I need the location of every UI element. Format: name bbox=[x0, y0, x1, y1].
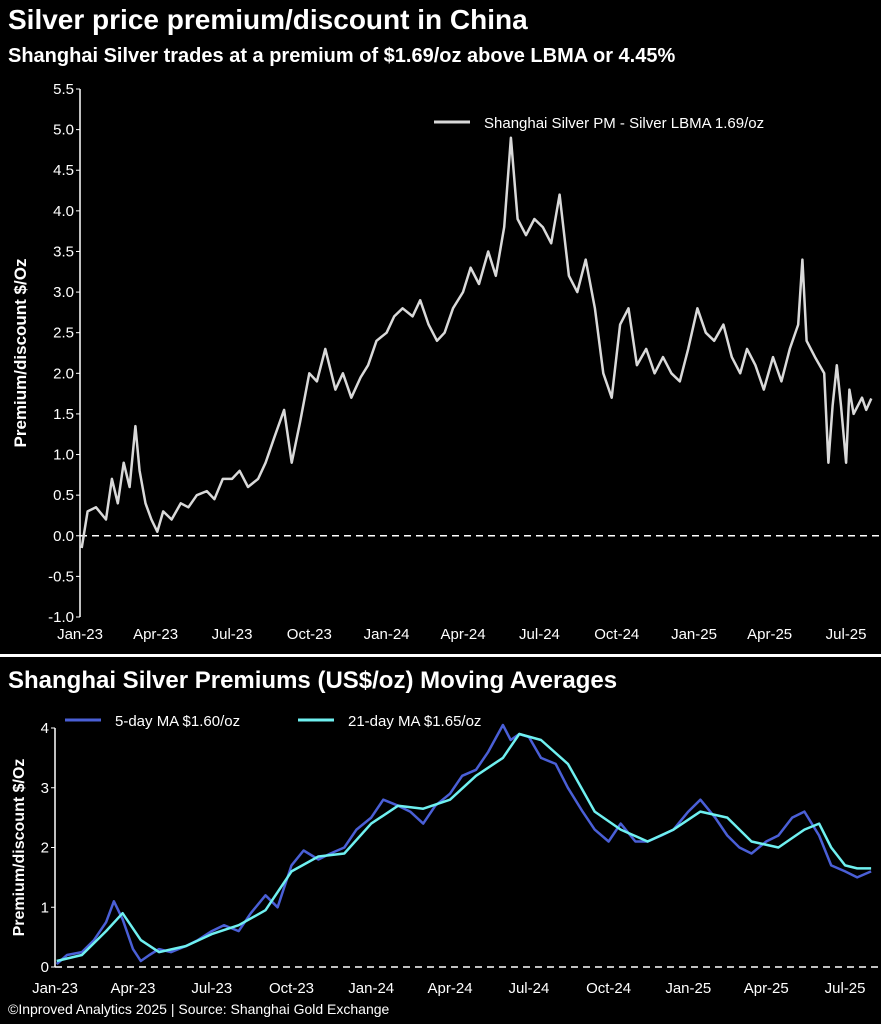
x-tick-label: Jul-23 bbox=[191, 980, 232, 997]
y-tick-label: 1 bbox=[41, 899, 49, 916]
y-tick-label: 4.5 bbox=[53, 162, 74, 179]
y-tick-label: 2 bbox=[41, 840, 49, 857]
x-tick-label: Jan-24 bbox=[364, 626, 410, 643]
x-tick-label: Jul-23 bbox=[212, 626, 253, 643]
y-axis-label: Premium/discount $/Oz bbox=[11, 259, 30, 448]
moving-average-chart-title: Shanghai Silver Premiums (US$/oz) Moving… bbox=[8, 667, 618, 694]
y-tick-label: 4 bbox=[41, 720, 49, 737]
series-line-1 bbox=[55, 723, 872, 965]
legend-label-1: 5-day MA $1.60/oz bbox=[115, 713, 240, 730]
chart-subtitle: Shanghai Silver trades at a premium of $… bbox=[8, 45, 676, 67]
x-tick-label: Jan-25 bbox=[665, 980, 711, 997]
x-tick-label: Apr-25 bbox=[747, 626, 792, 643]
y-tick-label: 2.0 bbox=[53, 365, 74, 382]
x-tick-label: Jul-25 bbox=[825, 980, 866, 997]
x-tick-label: Oct-23 bbox=[269, 980, 314, 997]
y-tick-label: 5.0 bbox=[53, 122, 74, 139]
x-tick-label: Jul-24 bbox=[519, 626, 560, 643]
x-tick-label: Jan-25 bbox=[671, 626, 717, 643]
chart-title: Silver price premium/discount in China bbox=[8, 4, 528, 35]
x-tick-label: Jul-24 bbox=[508, 980, 549, 997]
x-tick-label: Oct-24 bbox=[586, 980, 631, 997]
series-line-1 bbox=[80, 136, 873, 549]
y-tick-label: 1.5 bbox=[53, 406, 74, 423]
x-tick-label: Apr-24 bbox=[428, 980, 473, 997]
y-tick-label: 1.0 bbox=[53, 447, 74, 464]
x-tick-label: Apr-24 bbox=[441, 626, 486, 643]
y-tick-label: 0.0 bbox=[53, 528, 74, 545]
y-tick-label: 4.0 bbox=[53, 203, 74, 220]
y-tick-label: 3.5 bbox=[53, 243, 74, 260]
y-axis-label: Premium/discount $/Oz bbox=[11, 759, 28, 937]
x-tick-label: Apr-23 bbox=[133, 626, 178, 643]
y-tick-label: -1.0 bbox=[48, 609, 74, 626]
premium-line-chart: -1.0 -0.5 0.0 0.5 1.0 1.5 2.0 2.5 3.0 3.5 4.0 4.5 5.… bbox=[11, 81, 881, 643]
y-tick-label: 0.5 bbox=[53, 487, 74, 504]
y-tick-label: 3 bbox=[41, 780, 49, 797]
legend-label-2: 21-day MA $1.65/oz bbox=[348, 713, 481, 730]
x-tick-label: Jan-24 bbox=[348, 980, 394, 997]
y-tick-label: 2.5 bbox=[53, 325, 74, 342]
x-tick-label: Oct-24 bbox=[594, 626, 639, 643]
legend-label-1: Shanghai Silver PM - Silver LBMA 1.69/oz bbox=[484, 115, 764, 132]
series-line-2 bbox=[56, 732, 872, 963]
x-tick-label: Apr-25 bbox=[744, 980, 789, 997]
source-footer: ©Inproved Analytics 2025 | Source: Shang… bbox=[8, 1001, 390, 1017]
x-tick-label: Jul-25 bbox=[826, 626, 867, 643]
x-tick-label: Oct-23 bbox=[287, 626, 332, 643]
x-tick-label: Apr-23 bbox=[110, 980, 155, 997]
y-tick-label: 3.0 bbox=[53, 284, 74, 301]
x-tick-label: Jan-23 bbox=[32, 980, 78, 997]
y-tick-label: 0 bbox=[41, 959, 49, 976]
y-tick-label: 5.5 bbox=[53, 81, 74, 98]
x-tick-label: Jan-23 bbox=[57, 626, 103, 643]
y-tick-label: -0.5 bbox=[48, 568, 74, 585]
chart-divider bbox=[0, 654, 881, 657]
